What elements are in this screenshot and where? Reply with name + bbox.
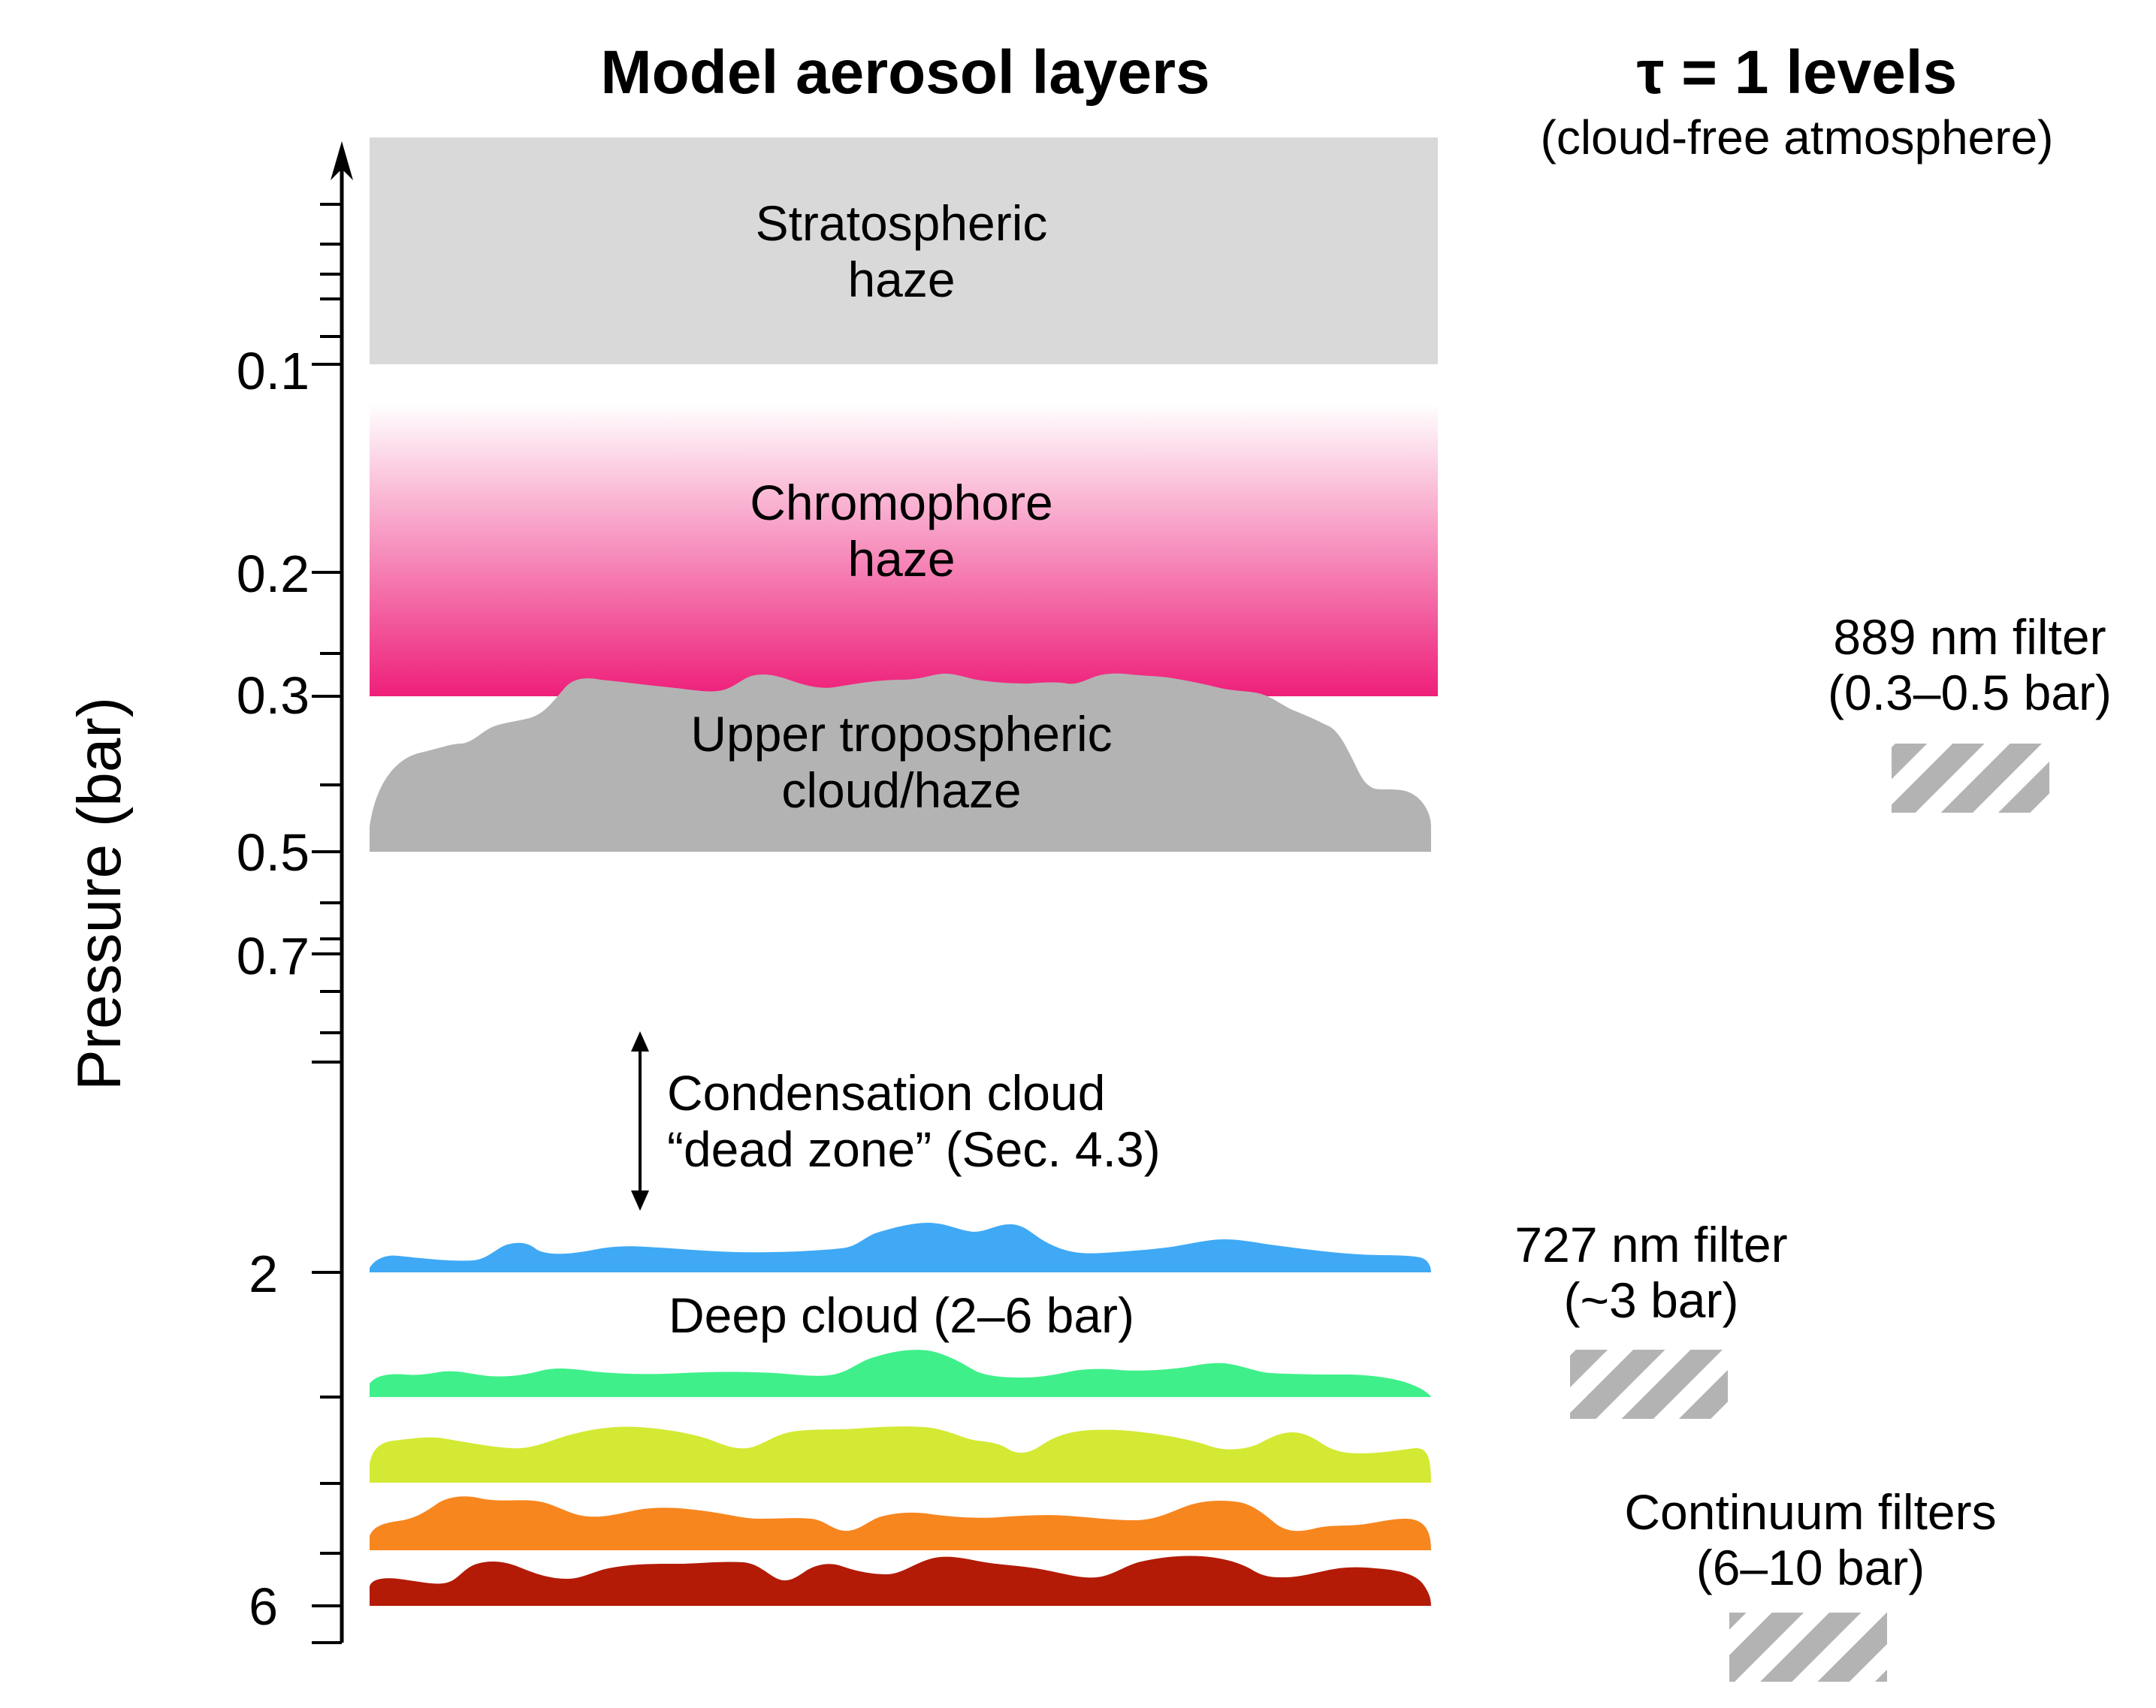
pressure-axis-label: Pressure (bar) [65, 697, 134, 1091]
chromophore-label-line2: haze [847, 531, 955, 587]
right-subtitle: (cloud-free atmosphere) [1541, 110, 2054, 164]
deep-cloud-band-red [370, 1556, 1431, 1606]
deep-cloud-band-orange [370, 1496, 1431, 1550]
stratospheric-label-line1: Stratospheric [756, 195, 1048, 251]
stratospheric-label-line2: haze [847, 252, 955, 307]
continuum-filters-label-line1: Continuum filters [1624, 1484, 1996, 1540]
upper-trop-label-line2: cloud/haze [781, 762, 1021, 818]
tick-label-0.7: 0.7 [237, 927, 310, 985]
tick-label-0.3: 0.3 [237, 666, 310, 725]
upper-trop-label-line1: Upper tropospheric [690, 706, 1112, 762]
chromophore-label-line1: Chromophore [750, 475, 1053, 530]
axis-major-ticks [312, 363, 342, 1644]
stratospheric-haze-layer [370, 137, 1438, 364]
tick-label-0.1: 0.1 [237, 342, 310, 400]
dead-zone-label-line2: “dead zone” (Sec. 4.3) [667, 1121, 1161, 1177]
filter-727-label-line2: (~3 bar) [1564, 1272, 1739, 1328]
deep-cloud-band-blue [370, 1223, 1431, 1272]
continuum-filters-label-line2: (6–10 bar) [1696, 1540, 1925, 1595]
tick-label-0.2: 0.2 [237, 545, 310, 603]
filter-727-label-line1: 727 nm filter [1514, 1217, 1787, 1272]
pressure-axis [312, 141, 353, 1644]
axis-minor-ticks [320, 203, 342, 1555]
dead-zone-label-line1: Condensation cloud [667, 1065, 1105, 1121]
filter-889-label-line2: (0.3–0.5 bar) [1828, 665, 2112, 720]
tick-label-6: 6 [249, 1577, 278, 1636]
deep-cloud-band-yellow [370, 1426, 1431, 1483]
filter-889-level-box [1892, 744, 2049, 813]
dead-zone-arrow [631, 1031, 649, 1211]
tick-label-0.5: 0.5 [237, 823, 310, 882]
filter-889-label-line1: 889 nm filter [1833, 609, 2106, 665]
right-title: τ = 1 levels [1637, 38, 1957, 107]
upper-tropospheric-cloud-layer [370, 673, 1431, 852]
filter-727-level-box [1570, 1350, 1728, 1419]
left-title: Model aerosol layers [600, 38, 1209, 107]
axis-up-arrow [331, 141, 353, 180]
deep-cloud-band-green [370, 1350, 1431, 1397]
tick-label-2: 2 [249, 1245, 278, 1303]
deep-cloud-label: Deep cloud (2–6 bar) [669, 1287, 1134, 1343]
chromophore-haze-layer [370, 364, 1438, 696]
continuum-level-box [1729, 1613, 1887, 1682]
